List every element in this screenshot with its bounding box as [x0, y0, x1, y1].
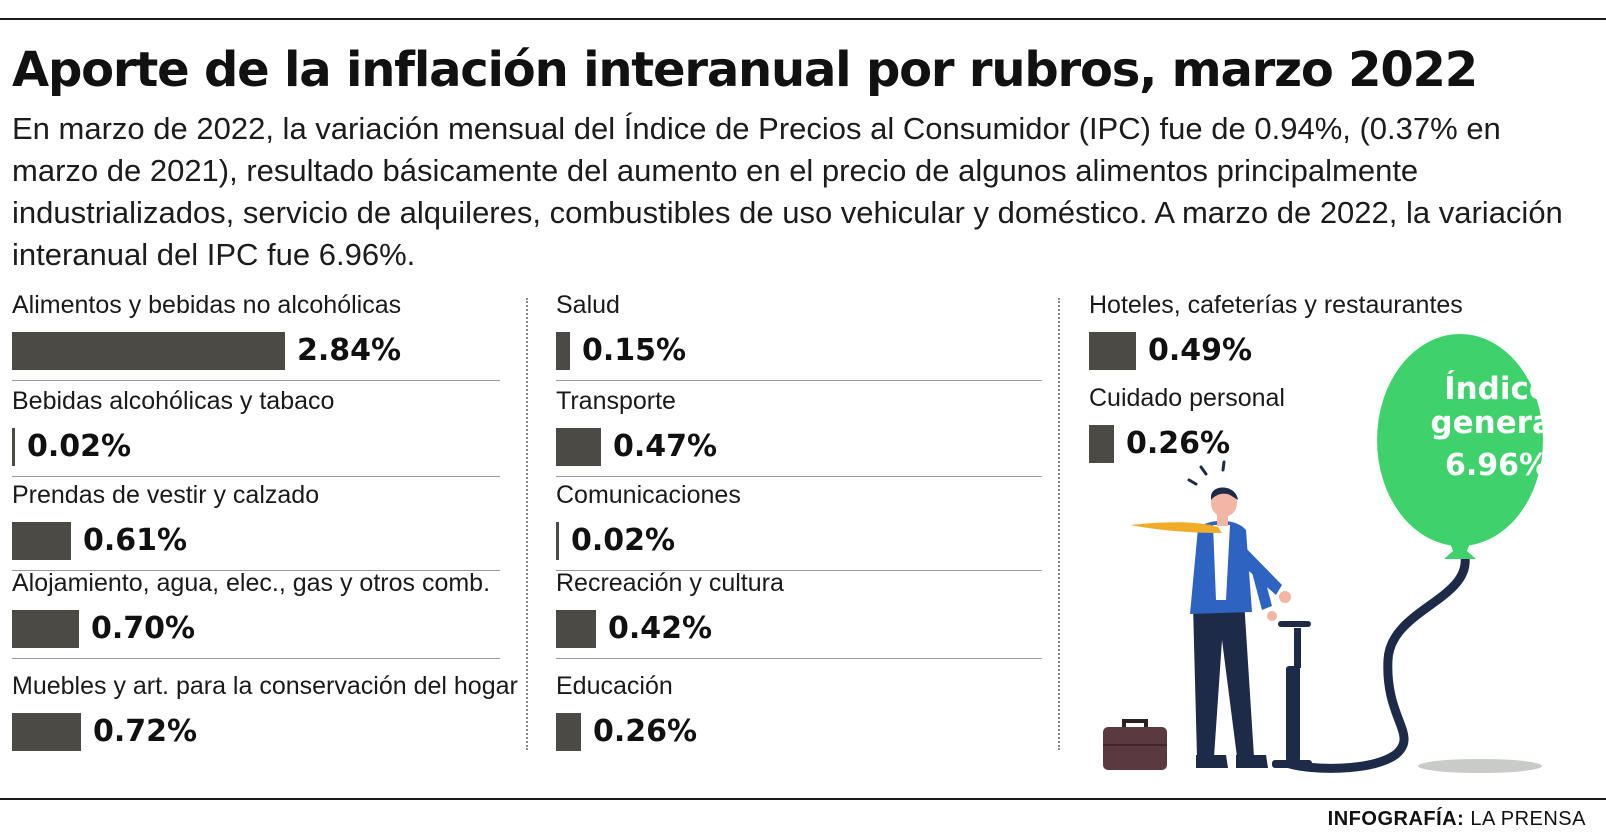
- row-separator: [556, 570, 1042, 571]
- bar-row: 0.70%: [12, 608, 490, 648]
- bar-row: 0.15%: [556, 330, 686, 370]
- bar-row: 0.02%: [556, 520, 741, 560]
- bar-value-label: 0.26%: [593, 714, 698, 749]
- category-label: Transporte: [556, 387, 676, 415]
- bar: [1089, 332, 1136, 370]
- bar: [556, 332, 570, 370]
- bar: [12, 428, 15, 466]
- bar: [1089, 425, 1114, 463]
- bar-row: 0.61%: [12, 520, 319, 560]
- category-item: Muebles y art. para la conservación del …: [12, 671, 518, 751]
- row-separator: [12, 476, 500, 477]
- page-title: Aporte de la inflación interanual por ru…: [12, 42, 1478, 98]
- bar-row: 0.42%: [556, 608, 784, 648]
- bar-row: 0.49%: [1089, 330, 1463, 370]
- row-separator: [12, 380, 500, 381]
- row-separator: [12, 570, 500, 571]
- balloon-label: Índice general 6.96%: [1407, 372, 1587, 488]
- bar-row: 0.72%: [12, 711, 518, 751]
- bar-row: 0.02%: [12, 426, 334, 466]
- bar: [12, 610, 79, 648]
- balloon-value: 6.96%: [1444, 448, 1550, 483]
- category-label: Hoteles, cafeterías y restaurantes: [1089, 291, 1463, 319]
- category-label: Recreación y cultura: [556, 569, 784, 597]
- row-separator: [556, 658, 1042, 659]
- briefcase: [1103, 719, 1167, 770]
- description: En marzo de 2022, la variación mensual d…: [12, 111, 1563, 272]
- bar: [12, 522, 71, 560]
- bar-value-label: 0.70%: [91, 611, 196, 646]
- category-label: Cuidado personal: [1089, 384, 1285, 412]
- category-label: Educación: [556, 672, 673, 700]
- category-item: Transporte 0.47%: [556, 386, 717, 466]
- bar: [556, 713, 581, 751]
- bar: [12, 332, 285, 370]
- top-rule: [0, 18, 1606, 20]
- category-item: Bebidas alcohólicas y tabaco 0.02%: [12, 386, 334, 466]
- bar: [12, 713, 81, 751]
- category-label: Bebidas alcohólicas y tabaco: [12, 387, 335, 415]
- bar: [556, 610, 596, 648]
- bar-value-label: 0.42%: [608, 611, 713, 646]
- category-item: Cuidado personal 0.26%: [1089, 383, 1285, 463]
- bar-value-label: 0.47%: [613, 429, 718, 464]
- row-separator: [12, 658, 500, 659]
- bar-row: 2.84%: [12, 330, 401, 370]
- column-divider: [526, 298, 528, 750]
- category-item: Salud 0.15%: [556, 290, 686, 370]
- column-divider: [1058, 298, 1060, 750]
- balloon-shadow: [1418, 759, 1542, 773]
- category-item: Alojamiento, agua, elec., gas y otros co…: [12, 568, 490, 648]
- bar-row: 0.26%: [556, 711, 697, 751]
- bar-value-label: 0.61%: [83, 523, 188, 558]
- category-label: Alimentos y bebidas no alcohólicas: [12, 291, 402, 319]
- balloon-title: Índice general: [1430, 371, 1564, 441]
- bar: [556, 522, 559, 560]
- category-item: Educación 0.26%: [556, 671, 697, 751]
- category-label: Muebles y art. para la conservación del …: [12, 672, 518, 700]
- man-figure: [1130, 460, 1291, 768]
- category-item: Alimentos y bebidas no alcohólicas 2.84%: [12, 290, 401, 370]
- category-item: Comunicaciones 0.02%: [556, 480, 741, 560]
- credit-source: LA PRENSA: [1470, 808, 1586, 830]
- bar-value-label: 0.49%: [1148, 333, 1253, 368]
- bottom-rule: [0, 798, 1606, 800]
- category-item: Hoteles, cafeterías y restaurantes 0.49%: [1089, 290, 1463, 370]
- category-label: Salud: [556, 291, 620, 319]
- category-label: Alojamiento, agua, elec., gas y otros co…: [12, 569, 491, 597]
- bar: [556, 428, 601, 466]
- bar-value-label: 0.26%: [1126, 426, 1231, 461]
- bar-value-label: 0.02%: [27, 429, 132, 464]
- bar-value-label: 0.02%: [571, 523, 676, 558]
- bar-row: 0.47%: [556, 426, 717, 466]
- air-pump: [1272, 621, 1312, 768]
- credit: INFOGRAFÍA: LA PRENSA: [1328, 808, 1586, 831]
- credit-label: INFOGRAFÍA:: [1327, 808, 1465, 830]
- bar-value-label: 0.72%: [93, 714, 198, 749]
- row-separator: [556, 380, 1042, 381]
- category-label: Comunicaciones: [556, 481, 741, 509]
- bar-value-label: 0.15%: [582, 333, 687, 368]
- category-label: Prendas de vestir y calzado: [12, 481, 320, 509]
- bar-value-label: 2.84%: [297, 333, 402, 368]
- bar-row: 0.26%: [1089, 423, 1285, 463]
- category-item: Prendas de vestir y calzado 0.61%: [12, 480, 319, 560]
- balloon: [1377, 334, 1543, 559]
- row-separator: [556, 476, 1042, 477]
- category-item: Recreación y cultura 0.42%: [556, 568, 784, 648]
- hose: [1285, 552, 1470, 773]
